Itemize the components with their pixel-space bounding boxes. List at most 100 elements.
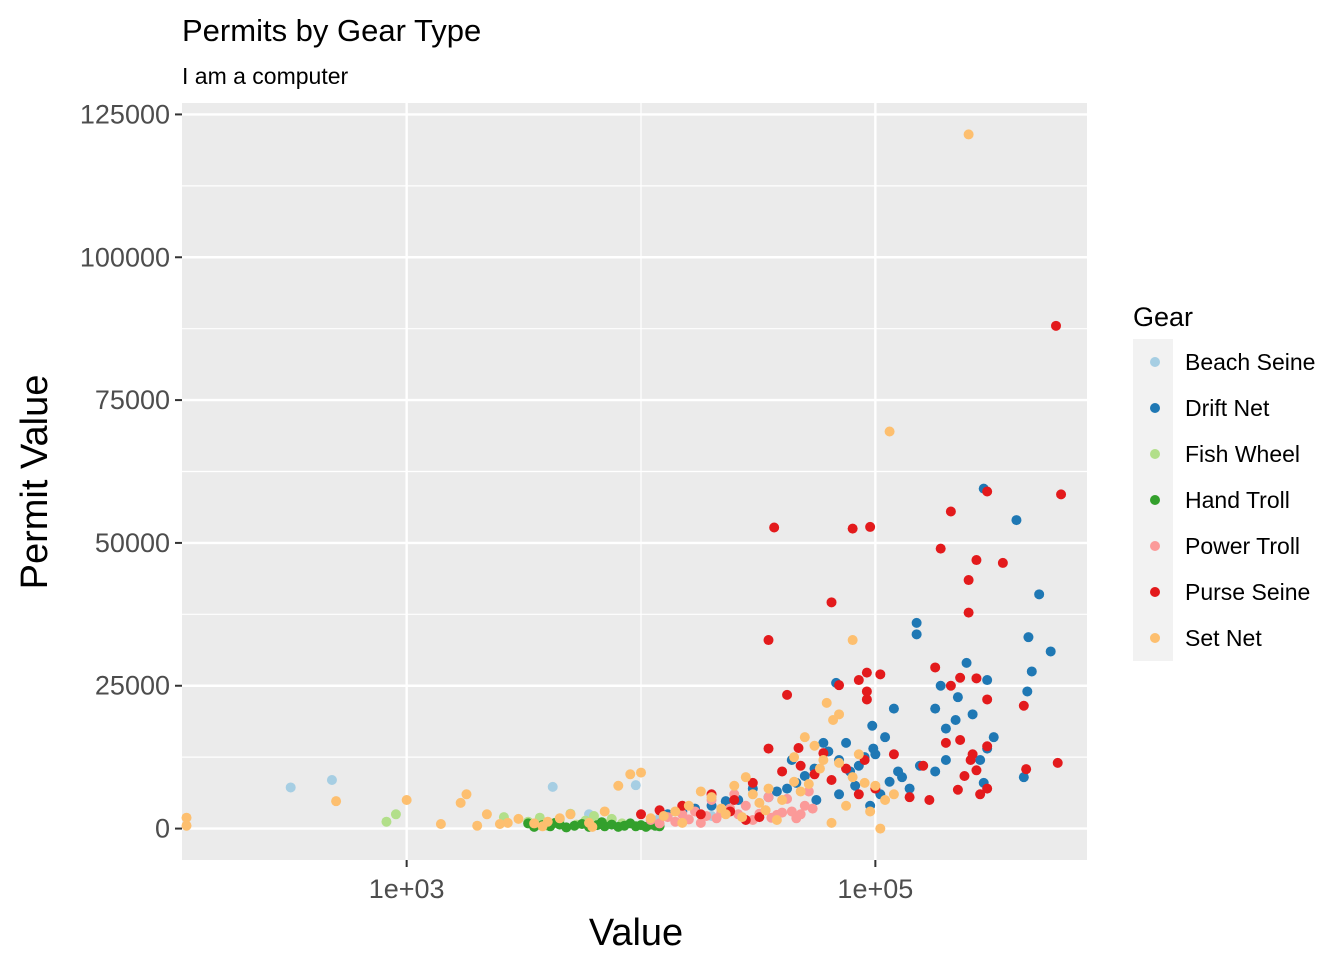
- data-point: [952, 784, 963, 795]
- data-point: [803, 786, 814, 797]
- data-point: [945, 680, 956, 691]
- data-point: [569, 820, 580, 831]
- legend-key-marker: [1150, 449, 1160, 459]
- x-tick-label: 1e+03: [369, 874, 445, 904]
- data-point: [967, 709, 978, 720]
- data-point: [904, 792, 915, 803]
- x-axis-title: Value: [589, 912, 683, 954]
- data-point: [918, 760, 929, 771]
- data-point: [870, 780, 881, 791]
- data-point: [982, 741, 993, 752]
- data-point: [853, 749, 864, 760]
- y-tick-label: 25000: [95, 671, 170, 701]
- data-point: [513, 813, 524, 824]
- data-point: [982, 694, 993, 705]
- data-point: [740, 772, 751, 783]
- data-point: [695, 786, 706, 797]
- data-point: [834, 680, 845, 691]
- data-point: [799, 771, 810, 782]
- data-point: [971, 765, 982, 776]
- legend-item-label: Fish Wheel: [1185, 441, 1300, 467]
- data-point: [807, 803, 818, 814]
- data-point: [911, 617, 922, 628]
- data-point: [529, 818, 540, 829]
- data-point: [818, 748, 829, 759]
- data-point: [841, 737, 852, 748]
- minor-gridlines: [182, 103, 1087, 860]
- data-point: [683, 800, 694, 811]
- chart-subtitle: I am a computer: [182, 63, 349, 89]
- data-point: [930, 766, 941, 777]
- data-point: [875, 823, 886, 834]
- data-point: [971, 555, 982, 566]
- data-point: [963, 575, 974, 586]
- data-point: [982, 486, 993, 497]
- data-point: [935, 680, 946, 691]
- data-point: [799, 732, 810, 743]
- data-point: [880, 732, 891, 743]
- data-point: [809, 740, 820, 751]
- data-point: [777, 807, 788, 818]
- data-point: [435, 819, 446, 830]
- data-point: [1034, 589, 1045, 600]
- data-point: [181, 812, 192, 823]
- data-point: [737, 812, 748, 823]
- data-point: [940, 737, 951, 748]
- data-point: [853, 675, 864, 686]
- data-point: [904, 783, 915, 794]
- data-point: [390, 809, 401, 820]
- data-point: [1022, 686, 1033, 697]
- data-point: [326, 775, 337, 786]
- data-point: [1021, 764, 1032, 775]
- data-point: [847, 772, 858, 783]
- data-point: [1045, 646, 1056, 657]
- data-point: [502, 817, 513, 828]
- data-point: [285, 782, 296, 793]
- data-point: [181, 820, 192, 831]
- data-point: [771, 786, 782, 797]
- data-point: [630, 780, 641, 791]
- y-tick-label: 125000: [80, 99, 170, 129]
- data-point: [720, 809, 731, 820]
- data-point: [988, 732, 999, 743]
- data-point: [1051, 320, 1062, 331]
- data-point: [1018, 700, 1029, 711]
- legend-key-marker: [1150, 357, 1160, 367]
- data-point: [935, 543, 946, 554]
- data-point: [472, 820, 483, 831]
- data-point: [965, 755, 976, 766]
- data-point: [803, 779, 814, 790]
- data-point: [975, 789, 986, 800]
- data-point: [645, 813, 656, 824]
- data-point: [975, 755, 986, 766]
- data-point: [795, 760, 806, 771]
- data-point: [455, 797, 466, 808]
- data-point: [789, 752, 800, 763]
- data-point: [795, 809, 806, 820]
- data-point: [888, 749, 899, 760]
- data-point: [613, 780, 624, 791]
- plot-panel: [182, 103, 1087, 860]
- data-point: [537, 821, 548, 832]
- data-point: [771, 815, 782, 826]
- data-point: [670, 806, 681, 817]
- data-point: [888, 703, 899, 714]
- data-point: [870, 749, 881, 760]
- data-point: [695, 809, 706, 820]
- data-point: [763, 743, 774, 754]
- data-point: [795, 786, 806, 797]
- data-point: [997, 557, 1008, 568]
- legend-item-label: Hand Troll: [1185, 487, 1290, 513]
- data-point: [853, 789, 864, 800]
- data-point: [747, 789, 758, 800]
- legend-key-marker: [1150, 587, 1160, 597]
- legend-key-marker: [1150, 633, 1160, 643]
- data-point: [961, 657, 972, 668]
- data-point: [818, 737, 829, 748]
- x-tick-label: 1e+05: [837, 874, 913, 904]
- data-point: [1026, 666, 1037, 677]
- data-point: [847, 523, 858, 534]
- y-axis: 0 25000 50000 75000 100000 125000: [80, 99, 182, 844]
- legend-key-marker: [1150, 495, 1160, 505]
